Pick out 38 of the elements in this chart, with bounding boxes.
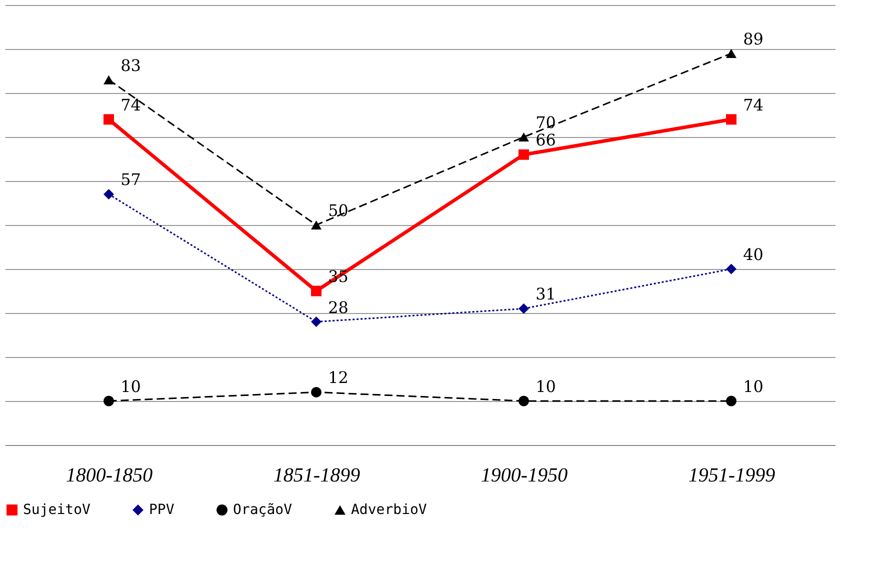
point — [518, 396, 529, 406]
data-label: 40 — [743, 245, 764, 264]
point — [104, 188, 114, 200]
point — [726, 114, 736, 125]
x-tick-label: 1851-1899 — [273, 464, 360, 486]
data-label: 74 — [120, 95, 141, 114]
point — [518, 303, 529, 314]
point — [518, 132, 529, 142]
data-label: 57 — [120, 170, 141, 190]
data-label: 10 — [536, 377, 556, 396]
legend-label: PPV — [149, 502, 175, 518]
point — [104, 114, 114, 125]
point — [104, 75, 114, 84]
x-tick-label: 1951-1999 — [688, 464, 776, 486]
point — [311, 316, 322, 328]
point — [311, 386, 322, 398]
data-label: 10 — [743, 377, 764, 396]
point — [311, 220, 322, 230]
data-label: 12 — [328, 368, 348, 388]
data-label: 50 — [328, 201, 348, 220]
point — [726, 48, 736, 58]
data-label: 66 — [536, 130, 556, 150]
point — [104, 396, 114, 406]
x-tick-label: 1800-1850 — [66, 464, 153, 486]
data-label: 89 — [743, 29, 764, 48]
point — [311, 286, 322, 296]
x-tick-label: 1900-1950 — [480, 464, 568, 486]
legend-label: OraçãoV — [233, 502, 293, 518]
data-label: 31 — [536, 284, 556, 304]
legend-label: AdverbioV — [351, 502, 428, 518]
data-label: 10 — [120, 377, 141, 396]
data-label: 83 — [120, 56, 141, 75]
point — [518, 149, 529, 160]
data-label: 74 — [743, 95, 764, 114]
legend-label: SujeitoV — [23, 502, 91, 518]
point — [726, 264, 736, 274]
point — [726, 396, 736, 406]
data-label: 28 — [328, 298, 348, 317]
